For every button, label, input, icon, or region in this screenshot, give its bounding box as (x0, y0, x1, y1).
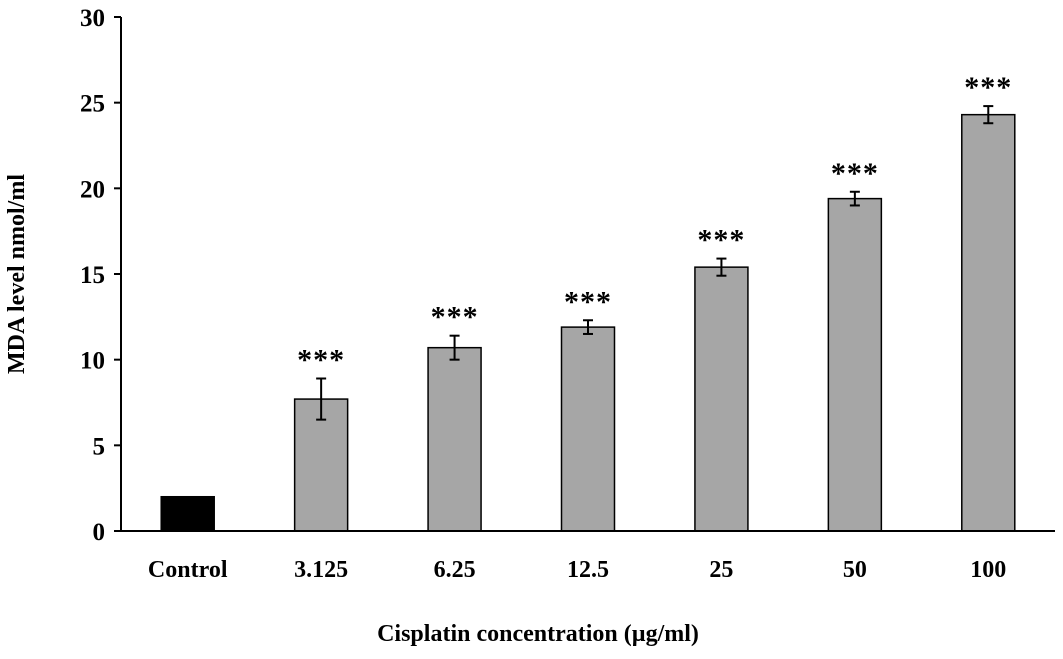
significance-label: *** (431, 301, 479, 334)
x-tick-label: Control (148, 557, 228, 583)
significance-label: *** (697, 224, 745, 257)
y-axis-ticks: 0 5 10 15 20 25 30 (80, 5, 121, 546)
bar (160, 495, 215, 532)
error-bar (583, 319, 593, 335)
x-tick-label: 3.125 (294, 557, 348, 583)
significance-label: *** (564, 285, 612, 318)
x-tick-label: 50 (843, 557, 867, 583)
bar (560, 326, 616, 532)
error-bar (316, 377, 327, 421)
bar (427, 346, 482, 532)
y-axis-title: MDA level nmol/ml (4, 174, 30, 374)
error-bar (983, 105, 994, 125)
y-tick-label: 5 (93, 433, 106, 460)
x-axis-title: Cisplatin concentration (µg/ml) (377, 621, 699, 647)
x-tick-label: 12.5 (567, 557, 609, 583)
significance-label: *** (964, 71, 1012, 104)
error-bar (716, 257, 727, 277)
error-bar (849, 190, 860, 207)
significance-label: *** (831, 157, 879, 190)
x-tick-label: 25 (709, 557, 733, 583)
significance-labels: *** *** *** *** *** *** (297, 71, 1012, 377)
bar (293, 398, 349, 532)
bars-group (160, 113, 1016, 532)
significance-label: *** (297, 344, 345, 377)
y-tick-label: 15 (80, 262, 105, 289)
bar (961, 113, 1016, 532)
y-tick-label: 25 (80, 91, 105, 118)
y-tick-label: 30 (80, 5, 105, 32)
y-tick-label: 20 (80, 176, 105, 203)
error-bars-group (316, 105, 994, 421)
error-bar (449, 334, 460, 361)
bar (827, 197, 883, 532)
x-axis-tick-labels: Control 3.125 6.25 12.5 25 50 100 (148, 557, 1006, 583)
y-tick-label: 0 (93, 519, 106, 546)
x-tick-label: 100 (970, 557, 1006, 583)
y-tick-label: 10 (80, 348, 105, 375)
x-tick-label: 6.25 (434, 557, 476, 583)
bar (694, 266, 749, 532)
